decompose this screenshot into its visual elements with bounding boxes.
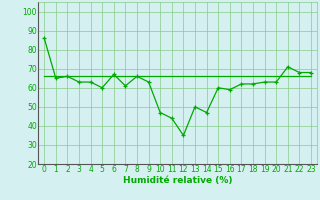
X-axis label: Humidité relative (%): Humidité relative (%) [123, 176, 232, 185]
